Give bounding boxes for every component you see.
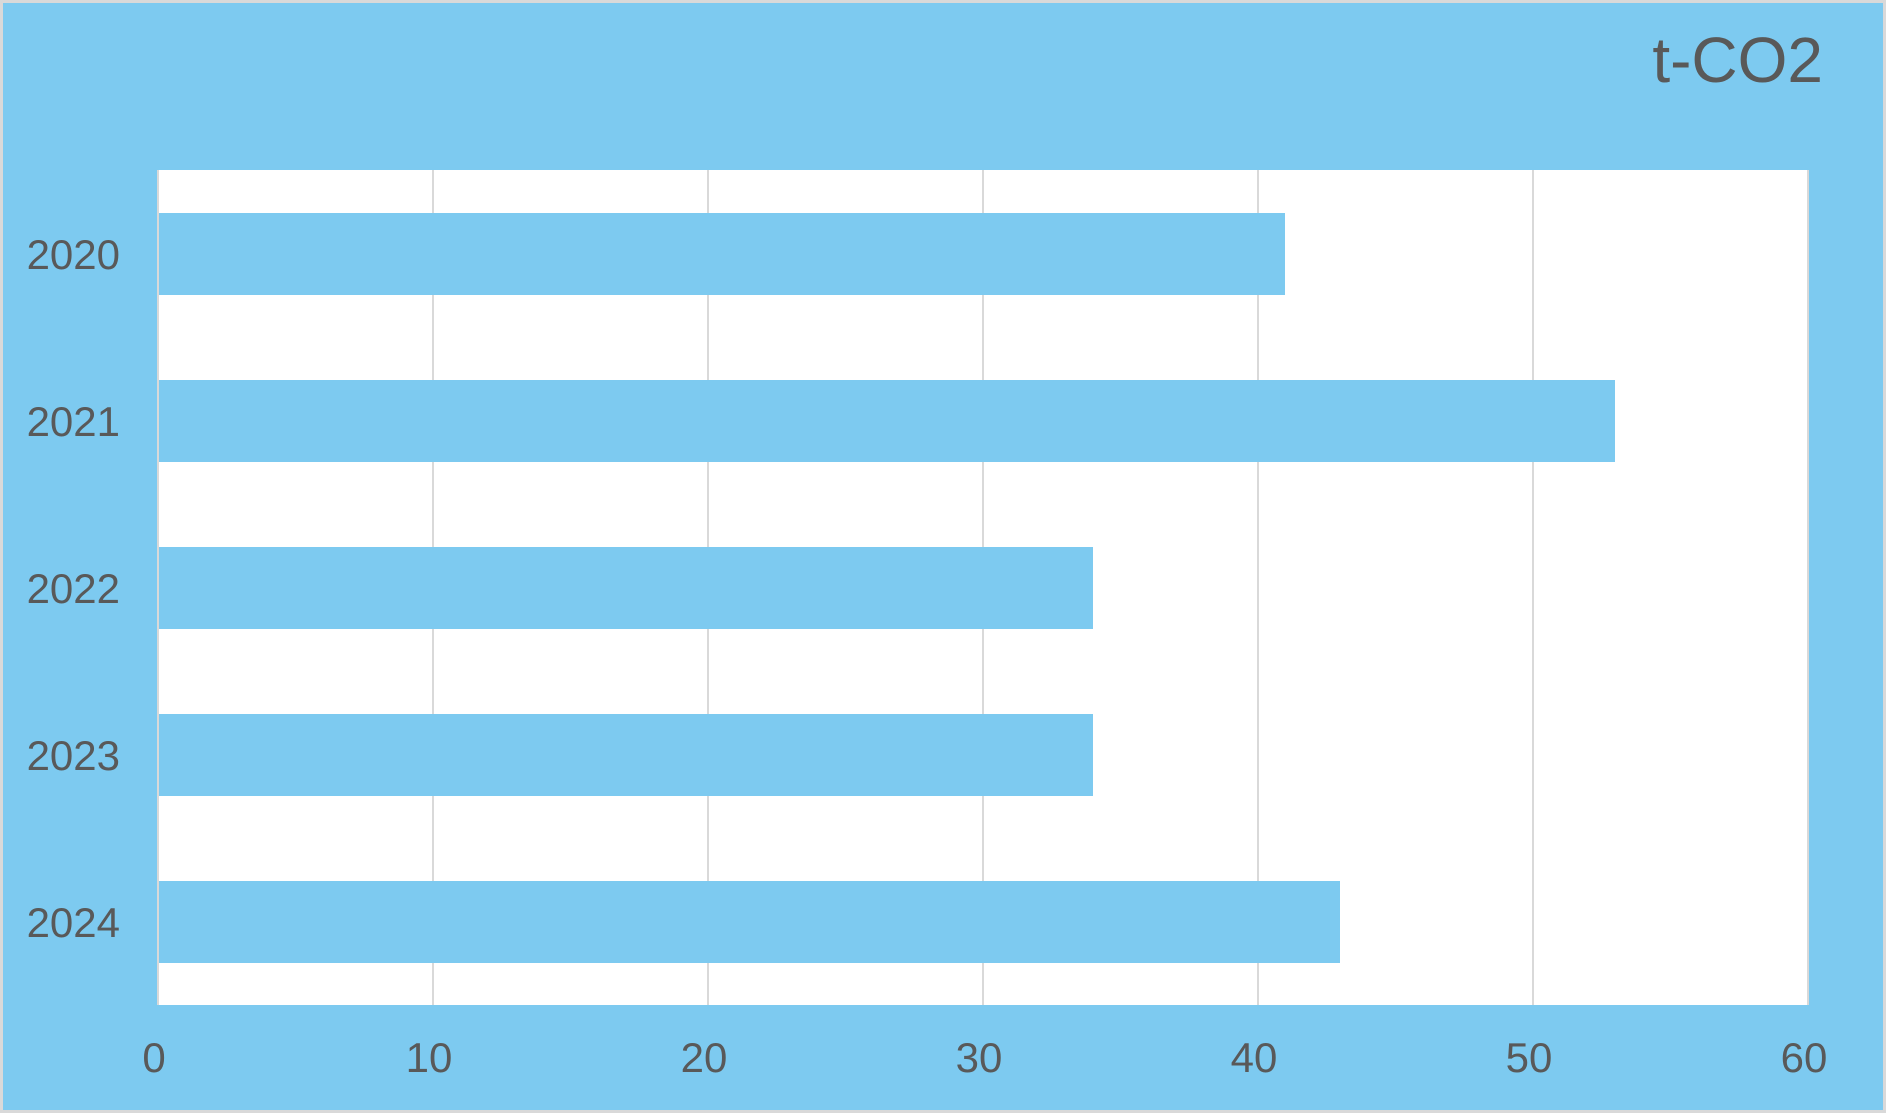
svg-text:20: 20 [681,1034,728,1081]
svg-text:60: 60 [1781,1034,1828,1081]
svg-text:2020: 2020 [27,231,120,278]
svg-text:50: 50 [1506,1034,1553,1081]
svg-text:2022: 2022 [27,565,120,612]
svg-text:40: 40 [1231,1034,1278,1081]
svg-text:t-CO2: t-CO2 [1652,24,1823,96]
svg-text:0: 0 [142,1034,165,1081]
svg-text:2024: 2024 [27,899,120,946]
svg-text:2023: 2023 [27,732,120,779]
svg-text:2021: 2021 [27,398,120,445]
svg-text:10: 10 [406,1034,453,1081]
svg-text:30: 30 [956,1034,1003,1081]
